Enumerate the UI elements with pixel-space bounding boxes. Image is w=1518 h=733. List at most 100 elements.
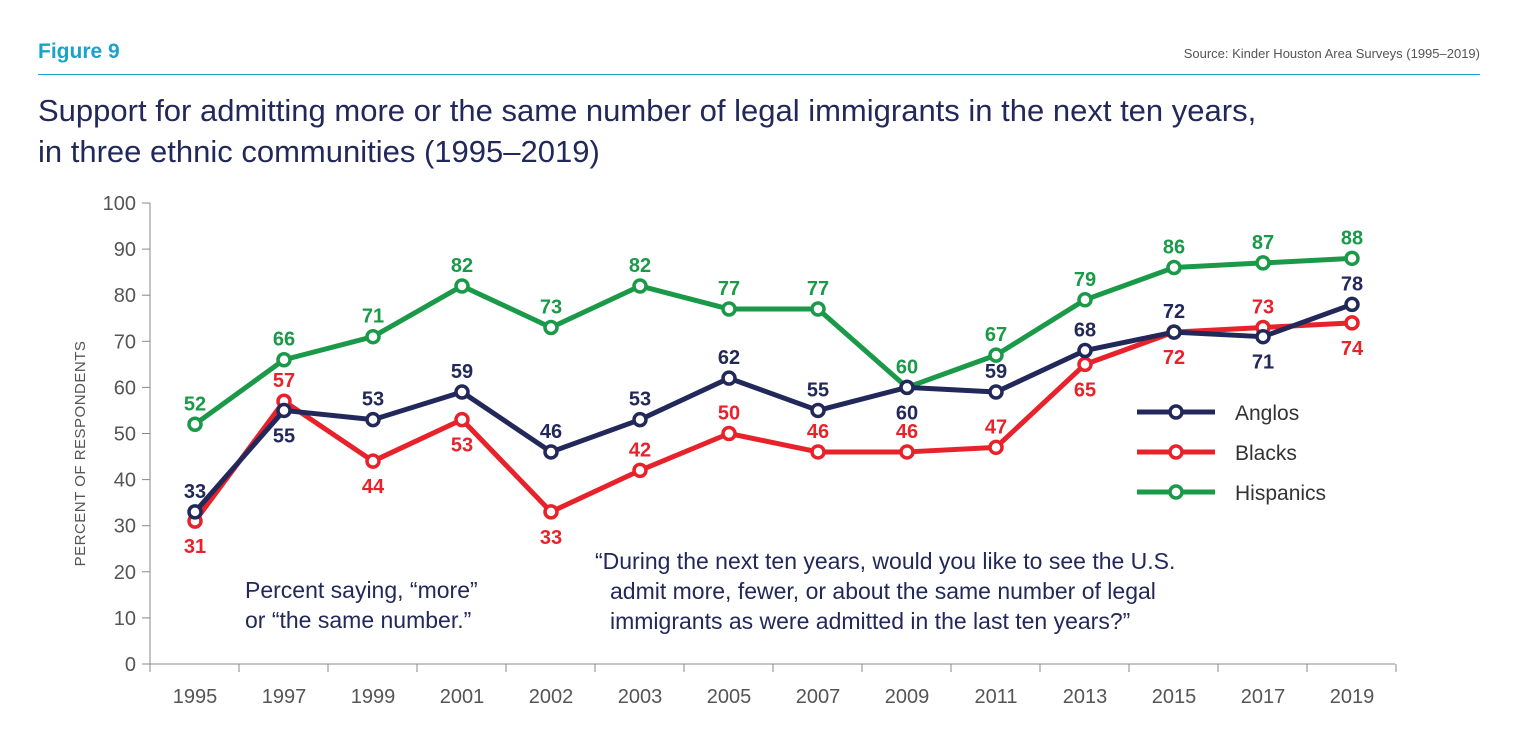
- data-point-hispanics: [365, 328, 381, 345]
- data-point-hispanics: [276, 351, 292, 368]
- legend-marker-anglos: [1168, 404, 1184, 420]
- data-label-hispanics: 52: [184, 393, 206, 415]
- data-point-hispanics: [543, 319, 559, 336]
- data-label-blacks: 47: [985, 416, 1007, 438]
- chart-axes: 0 10 20 30 40 50 60 70 80 90 100 1995 1997 1999 2001 20…: [72, 193, 1397, 708]
- data-point-anglos: [1255, 328, 1271, 345]
- note-right-line-1: “During the next ten years, would you li…: [595, 548, 1176, 574]
- data-point-hispanics: [1166, 259, 1182, 276]
- data-label-blacks: 53: [451, 435, 473, 457]
- x-tick-label: 2007: [796, 686, 841, 708]
- data-label-hispanics: 67: [985, 324, 1007, 346]
- data-point-blacks: [1344, 315, 1360, 331]
- data-point-hispanics: [721, 301, 737, 317]
- data-label-anglos: 53: [629, 389, 651, 411]
- data-label-hispanics: 66: [273, 329, 295, 351]
- y-tick-label: 30: [114, 516, 136, 538]
- data-label-anglos: 68: [1074, 320, 1096, 342]
- data-point-anglos: [988, 384, 1004, 400]
- y-tick-label: 90: [114, 239, 136, 261]
- data-label-hispanics: 86: [1163, 237, 1185, 259]
- chart-title-line-2: in three ethnic communities (1995–2019): [38, 134, 600, 169]
- data-label-blacks: 72: [1163, 347, 1185, 369]
- chart-title: Support for admitting more or the same n…: [38, 90, 1478, 172]
- data-point-hispanics: [187, 416, 203, 433]
- x-tick-label: 2009: [885, 686, 930, 708]
- data-label-blacks: 33: [540, 527, 562, 549]
- data-label-anglos: 59: [985, 361, 1007, 383]
- data-label-hispanics: 82: [451, 255, 473, 277]
- data-point-blacks: [721, 425, 737, 442]
- y-tick-label: 0: [125, 654, 136, 676]
- y-axis-label: PERCENT OF RESPONDENTS: [72, 341, 89, 567]
- chart-data-labels: 33 55 53 59 46 53 62 55 60 59 68 72 71 78 31 57 44 53 33 42…: [184, 227, 1364, 558]
- series-line-anglos: [193, 302, 1353, 514]
- x-tick-label: 2011: [974, 686, 1017, 708]
- y-tick-label: 50: [114, 424, 136, 446]
- legend-label-hispanics: Hispanics: [1235, 482, 1326, 505]
- x-tick-label: 2003: [618, 686, 663, 708]
- data-point-hispanics: [454, 278, 470, 294]
- note-left-line-2: or “the same number.”: [245, 607, 472, 633]
- y-tick-label: 60: [114, 377, 136, 399]
- data-label-anglos: 59: [451, 361, 473, 383]
- figure-label: Figure 9: [38, 40, 120, 63]
- data-label-anglos: 46: [540, 421, 562, 443]
- data-point-blacks: [632, 462, 648, 479]
- data-point-blacks: [454, 411, 470, 428]
- x-tick-label: 2019: [1330, 686, 1375, 708]
- data-label-blacks: 46: [896, 421, 918, 443]
- x-tick-label: 1999: [351, 686, 396, 708]
- data-label-anglos: 60: [896, 402, 918, 424]
- data-point-hispanics: [1255, 255, 1271, 271]
- data-point-hispanics: [988, 347, 1004, 363]
- data-label-hispanics: 73: [540, 296, 562, 318]
- note-percent-saying: Percent saying, “more” or “the same numb…: [245, 575, 478, 635]
- x-tick-label: 2013: [1063, 686, 1108, 708]
- data-point-anglos: [276, 402, 292, 419]
- data-point-blacks: [365, 453, 381, 469]
- data-label-hispanics: 82: [629, 255, 651, 277]
- note-right-line-2: admit more, fewer, or about the same num…: [610, 578, 1156, 604]
- data-label-hispanics: 71: [362, 306, 384, 328]
- legend-marker-blacks: [1168, 444, 1184, 460]
- data-point-anglos: [810, 402, 826, 419]
- data-label-anglos: 33: [184, 481, 206, 503]
- chart-legend: Anglos Blacks Hispanics: [1137, 402, 1326, 505]
- x-tick-label: 2015: [1152, 686, 1197, 708]
- legend-marker-hispanics: [1168, 484, 1184, 500]
- data-point-hispanics: [810, 301, 826, 317]
- y-tick-label: 10: [114, 608, 136, 630]
- note-survey-question: “During the next ten years, would you li…: [595, 546, 1175, 636]
- y-tick-label: 100: [103, 193, 136, 215]
- data-label-anglos: 55: [273, 425, 295, 447]
- source-note: Source: Kinder Houston Area Surveys (199…: [1183, 46, 1480, 61]
- data-point-anglos: [543, 444, 559, 460]
- data-label-anglos: 53: [362, 389, 384, 411]
- x-tick-label: 2001: [440, 686, 485, 708]
- data-label-hispanics: 79: [1074, 269, 1096, 291]
- data-point-blacks: [810, 444, 826, 460]
- data-label-hispanics: 77: [807, 278, 829, 300]
- data-point-blacks: [543, 504, 559, 520]
- data-point-anglos: [1077, 342, 1093, 359]
- legend-label-blacks: Blacks: [1235, 442, 1297, 465]
- data-label-blacks: 31: [184, 536, 206, 558]
- data-label-blacks: 74: [1341, 338, 1364, 360]
- data-label-anglos: 62: [718, 347, 740, 369]
- data-point-blacks: [1077, 356, 1093, 373]
- data-point-anglos: [365, 411, 381, 428]
- header-divider: [38, 74, 1480, 75]
- data-point-hispanics: [632, 278, 648, 294]
- data-label-blacks: 57: [273, 370, 295, 392]
- legend-label-anglos: Anglos: [1235, 402, 1299, 425]
- y-tick-label: 80: [114, 285, 136, 307]
- note-left-line-1: Percent saying, “more”: [245, 577, 478, 603]
- note-right-line-3: immigrants as were admitted in the last …: [610, 608, 1131, 634]
- data-label-anglos: 55: [807, 379, 829, 401]
- x-tick-label: 1995: [173, 686, 218, 708]
- x-tick-label: 2017: [1241, 686, 1286, 708]
- data-point-hispanics: [1077, 292, 1093, 308]
- data-point-anglos: [1344, 296, 1360, 313]
